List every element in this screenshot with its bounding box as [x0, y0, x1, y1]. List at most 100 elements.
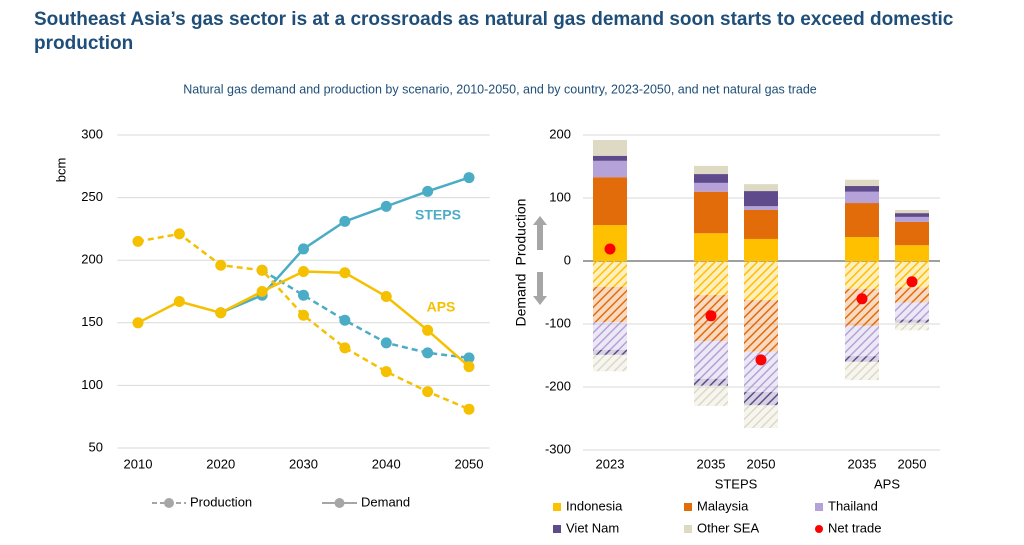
x-tick-label: 2035 [697, 456, 726, 471]
point [339, 342, 351, 354]
bar-production [593, 155, 627, 161]
point [132, 235, 144, 247]
annotation: APS [427, 299, 456, 315]
bar-demand [744, 392, 778, 406]
bar-demand [845, 356, 879, 362]
group-label: APS [874, 476, 900, 491]
point [215, 307, 227, 319]
title: Southeast Asia’s gas sector is at a cros… [34, 9, 954, 54]
point [422, 324, 434, 336]
x-tick-label: 2050 [898, 456, 927, 471]
point [422, 185, 434, 197]
x-tick-label: 2050 [455, 456, 484, 471]
y-tick-label: 0 [564, 252, 571, 267]
bar-demand [593, 349, 627, 355]
arrow-down [533, 272, 547, 305]
line [261, 269, 470, 360]
bar-production [694, 165, 728, 175]
y-tick-label: -100 [545, 315, 571, 330]
net-trade-point [906, 276, 918, 288]
bar-production [694, 182, 728, 192]
point [339, 314, 351, 326]
bar-production [895, 213, 929, 217]
legend-label: Malaysia [697, 498, 749, 513]
bar-demand [593, 286, 627, 323]
y-tick-label: 200 [549, 126, 571, 141]
bar-demand [694, 385, 728, 406]
bar-production [694, 191, 728, 234]
y-tick-label: 300 [81, 126, 103, 141]
legend-label: Production [190, 494, 252, 509]
legend-label: Indonesia [566, 498, 623, 513]
point [298, 289, 309, 301]
bar-production [694, 174, 728, 183]
bar-production [744, 206, 778, 210]
y-tick-label: 50 [89, 439, 103, 454]
legend-swatch [553, 525, 561, 533]
x-tick-label: 2040 [372, 456, 401, 471]
subtitle: Natural gas demand and production by sce… [183, 82, 817, 96]
bar-production [845, 191, 879, 204]
arrow-up [533, 216, 547, 250]
bar-production [744, 209, 778, 239]
net-trade-point [856, 293, 868, 305]
bar-production [845, 179, 879, 187]
point [298, 243, 309, 255]
bar-production [744, 184, 778, 192]
y-tick-label: 200 [81, 252, 103, 267]
y-tick-label: 250 [81, 189, 103, 204]
point [380, 366, 392, 378]
bar-production [895, 209, 929, 214]
legend-label: Thailand [828, 498, 878, 513]
x-tick-label: 2023 [596, 456, 625, 471]
point [463, 403, 475, 415]
bar-demand [593, 354, 627, 372]
legend-label: Viet Nam [566, 520, 619, 535]
legend-label: Demand [361, 494, 410, 509]
bar-production [895, 216, 929, 222]
bar-demand [694, 341, 728, 379]
legend-label: Net trade [828, 520, 881, 535]
point [256, 286, 268, 297]
point [173, 228, 185, 240]
bar-demand [744, 261, 778, 301]
y-tick-label: -300 [545, 441, 571, 456]
legend-swatch [553, 503, 561, 511]
axis-label: Demand [513, 274, 529, 327]
bar-demand [694, 261, 728, 296]
bar-production [593, 177, 627, 226]
point [339, 215, 351, 227]
point [173, 296, 185, 308]
point [380, 200, 392, 212]
net-trade-point [604, 243, 616, 255]
point [256, 264, 268, 276]
point [422, 386, 434, 398]
bar-demand [895, 287, 929, 303]
bar-production [895, 221, 929, 246]
legend-swatch [684, 525, 692, 533]
point [298, 265, 309, 277]
bar-demand [895, 322, 929, 331]
bar-production [593, 225, 627, 261]
bar-production [593, 140, 627, 156]
legend-label: Other SEA [697, 520, 759, 535]
point [380, 291, 392, 303]
legend-swatch [815, 503, 823, 511]
annotation: STEPS [415, 207, 461, 223]
bar-demand [744, 300, 778, 352]
bar-production [895, 245, 929, 261]
legend-marker [164, 498, 174, 508]
group-label: STEPS [715, 476, 758, 491]
bar-demand [694, 378, 728, 386]
point [463, 172, 475, 184]
bar-demand [845, 361, 879, 381]
x-tick-label: 2020 [206, 456, 235, 471]
bar-demand [593, 322, 627, 350]
net-trade-point [705, 310, 717, 322]
legend-marker [334, 498, 345, 508]
y-tick-label: -200 [545, 378, 571, 393]
y-tick-label: 100 [549, 189, 571, 204]
bar-production [845, 203, 879, 238]
